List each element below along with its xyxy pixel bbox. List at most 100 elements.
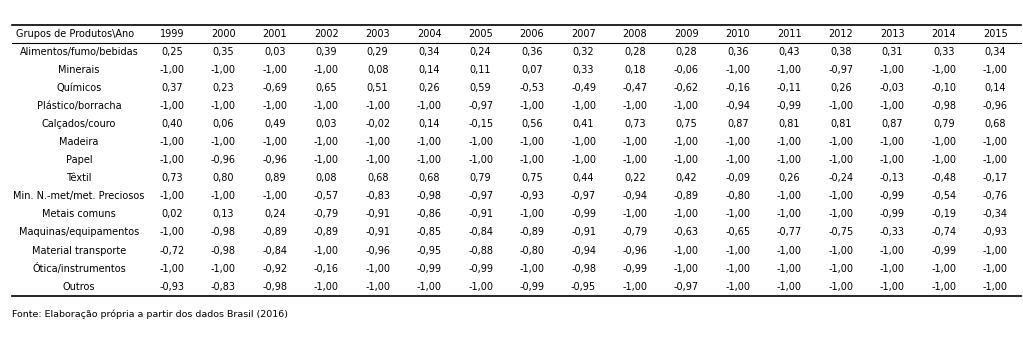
Text: -0,16: -0,16 xyxy=(314,264,339,274)
Text: -1,00: -1,00 xyxy=(829,264,853,274)
Text: -0,33: -0,33 xyxy=(880,227,904,238)
Text: -0,79: -0,79 xyxy=(622,227,648,238)
Text: -1,00: -1,00 xyxy=(571,101,596,111)
Text: -0,11: -0,11 xyxy=(776,83,802,93)
Text: 0,08: 0,08 xyxy=(367,65,389,75)
Text: -1,00: -1,00 xyxy=(829,155,853,165)
Text: -1,00: -1,00 xyxy=(829,191,853,201)
Text: -0,02: -0,02 xyxy=(365,119,390,129)
Text: 0,75: 0,75 xyxy=(521,173,543,183)
Text: -0,47: -0,47 xyxy=(622,83,648,93)
Text: 0,03: 0,03 xyxy=(315,119,337,129)
Text: -0,97: -0,97 xyxy=(829,65,853,75)
Text: -0,96: -0,96 xyxy=(622,245,648,256)
Text: 0,80: 0,80 xyxy=(213,173,234,183)
Text: -0,96: -0,96 xyxy=(365,245,390,256)
Text: 0,32: 0,32 xyxy=(573,47,594,57)
Text: -1,00: -1,00 xyxy=(931,155,957,165)
Text: -0,89: -0,89 xyxy=(314,227,339,238)
Text: -1,00: -1,00 xyxy=(314,155,339,165)
Text: 2015: 2015 xyxy=(983,29,1008,39)
Text: -1,00: -1,00 xyxy=(880,101,904,111)
Text: -1,00: -1,00 xyxy=(983,245,1008,256)
Text: -1,00: -1,00 xyxy=(674,209,699,219)
Text: -1,00: -1,00 xyxy=(262,101,287,111)
Text: -1,00: -1,00 xyxy=(776,264,802,274)
Text: -1,00: -1,00 xyxy=(880,245,904,256)
Text: -1,00: -1,00 xyxy=(262,191,287,201)
Text: -0,91: -0,91 xyxy=(365,227,390,238)
Text: -0,83: -0,83 xyxy=(365,191,390,201)
Text: 0,73: 0,73 xyxy=(161,173,183,183)
Text: 2000: 2000 xyxy=(211,29,235,39)
Text: -1,00: -1,00 xyxy=(211,101,235,111)
Text: -1,00: -1,00 xyxy=(931,282,957,292)
Text: Minerais: Minerais xyxy=(58,65,100,75)
Text: -0,16: -0,16 xyxy=(725,83,751,93)
Text: -0,97: -0,97 xyxy=(469,101,493,111)
Text: 2011: 2011 xyxy=(777,29,802,39)
Text: -1,00: -1,00 xyxy=(829,137,853,147)
Text: -0,99: -0,99 xyxy=(931,245,957,256)
Text: 0,73: 0,73 xyxy=(624,119,646,129)
Text: Outros: Outros xyxy=(63,282,95,292)
Text: 0,06: 0,06 xyxy=(213,119,234,129)
Text: 2014: 2014 xyxy=(932,29,957,39)
Text: -1,00: -1,00 xyxy=(160,137,184,147)
Text: 0,31: 0,31 xyxy=(882,47,903,57)
Text: -1,00: -1,00 xyxy=(160,101,184,111)
Text: -1,00: -1,00 xyxy=(931,137,957,147)
Text: -0,10: -0,10 xyxy=(931,83,957,93)
Text: -0,95: -0,95 xyxy=(416,245,442,256)
Text: -1,00: -1,00 xyxy=(365,137,390,147)
Text: -1,00: -1,00 xyxy=(829,282,853,292)
Text: 0,33: 0,33 xyxy=(573,65,594,75)
Text: -0,99: -0,99 xyxy=(622,264,648,274)
Text: -0,98: -0,98 xyxy=(931,101,957,111)
Text: -1,00: -1,00 xyxy=(571,137,596,147)
Text: -0,65: -0,65 xyxy=(725,227,751,238)
Text: 0,03: 0,03 xyxy=(264,47,285,57)
Text: 0,38: 0,38 xyxy=(830,47,851,57)
Text: -1,00: -1,00 xyxy=(983,155,1008,165)
Text: 0,35: 0,35 xyxy=(213,47,234,57)
Text: -0,98: -0,98 xyxy=(211,227,235,238)
Text: -0,53: -0,53 xyxy=(520,83,544,93)
Text: -1,00: -1,00 xyxy=(622,155,648,165)
Text: -1,00: -1,00 xyxy=(829,245,853,256)
Text: 0,14: 0,14 xyxy=(418,65,440,75)
Text: -0,85: -0,85 xyxy=(416,227,442,238)
Text: -0,98: -0,98 xyxy=(211,245,235,256)
Text: -0,19: -0,19 xyxy=(931,209,957,219)
Text: -1,00: -1,00 xyxy=(160,227,184,238)
Text: 0,18: 0,18 xyxy=(624,65,646,75)
Text: 0,68: 0,68 xyxy=(984,119,1006,129)
Text: 0,79: 0,79 xyxy=(933,119,954,129)
Text: 2006: 2006 xyxy=(520,29,544,39)
Text: -1,00: -1,00 xyxy=(880,137,904,147)
Text: 0,87: 0,87 xyxy=(882,119,903,129)
Text: -1,00: -1,00 xyxy=(880,264,904,274)
Text: 0,87: 0,87 xyxy=(727,119,749,129)
Text: -1,00: -1,00 xyxy=(211,137,235,147)
Text: -1,00: -1,00 xyxy=(880,282,904,292)
Text: -0,84: -0,84 xyxy=(469,227,493,238)
Text: -0,97: -0,97 xyxy=(469,191,493,201)
Text: -1,00: -1,00 xyxy=(776,137,802,147)
Text: -1,00: -1,00 xyxy=(880,155,904,165)
Text: -0,88: -0,88 xyxy=(469,245,493,256)
Text: Têxtil: Têxtil xyxy=(66,173,92,183)
Text: -0,54: -0,54 xyxy=(931,191,957,201)
Text: 0,79: 0,79 xyxy=(470,173,491,183)
Text: -1,00: -1,00 xyxy=(262,137,287,147)
Text: -0,06: -0,06 xyxy=(674,65,699,75)
Text: -1,00: -1,00 xyxy=(520,101,544,111)
Text: -0,17: -0,17 xyxy=(983,173,1008,183)
Text: -1,00: -1,00 xyxy=(931,264,957,274)
Text: 0,29: 0,29 xyxy=(367,47,389,57)
Text: -1,00: -1,00 xyxy=(776,282,802,292)
Text: -1,00: -1,00 xyxy=(725,137,751,147)
Text: -0,63: -0,63 xyxy=(674,227,699,238)
Text: -1,00: -1,00 xyxy=(829,209,853,219)
Text: 0,26: 0,26 xyxy=(418,83,440,93)
